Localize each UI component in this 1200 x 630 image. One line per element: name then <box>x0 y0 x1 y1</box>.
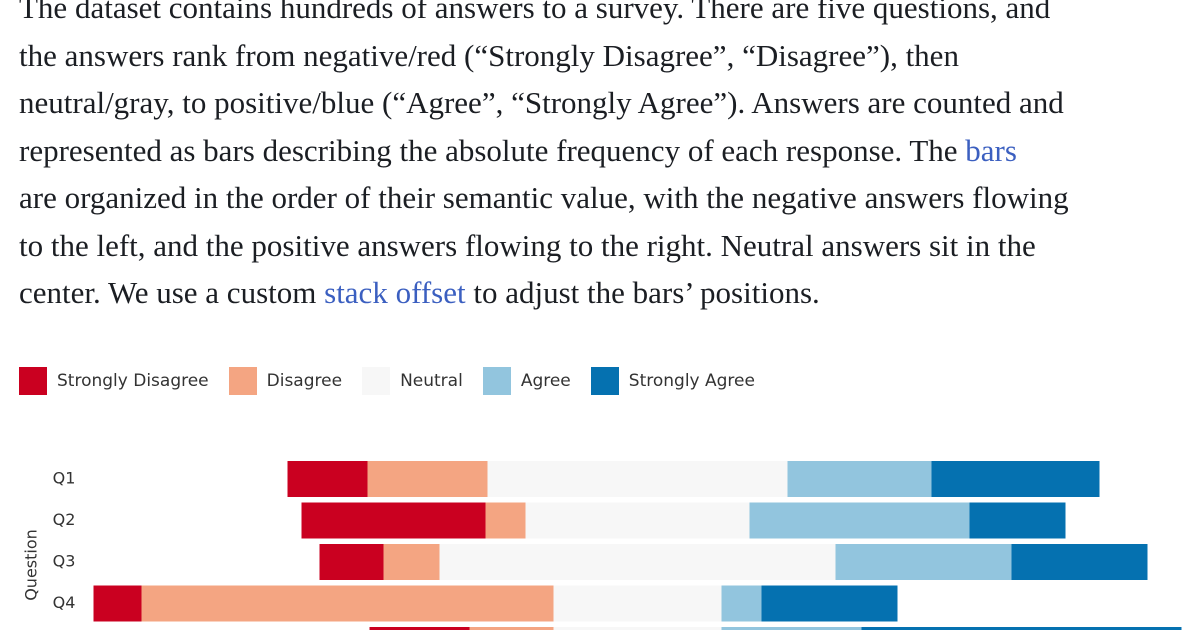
bar-segment <box>93 585 142 622</box>
legend-label: Agree <box>520 371 571 391</box>
text: represented as bars describing the absol… <box>19 132 966 168</box>
legend-label: Strongly Disagree <box>57 371 209 391</box>
bar-segment <box>301 502 486 539</box>
bar-segment <box>861 627 1182 630</box>
bar-segment <box>141 585 554 622</box>
bar-segment <box>969 502 1066 539</box>
text-line: neutral/gray, to positive/blue (“Agree”,… <box>19 79 1200 127</box>
bar-segment <box>319 544 384 580</box>
bar-segment <box>287 461 368 497</box>
link[interactable]: bars <box>965 132 1017 168</box>
text: are organized in the order of their sema… <box>19 180 1069 215</box>
legend-item: Neutral <box>362 367 463 395</box>
legend-item: Strongly Disagree <box>19 367 209 395</box>
legend-swatch <box>362 367 391 395</box>
bar-segment <box>749 502 970 539</box>
legend-label: Disagree <box>266 371 343 391</box>
bar-segment <box>525 502 750 539</box>
text: center. We use a custom <box>19 275 325 310</box>
bar-segment <box>761 585 898 622</box>
bar-segment <box>721 627 862 630</box>
text-line: represented as bars describing the absol… <box>19 127 1200 175</box>
bar-segment <box>553 585 722 622</box>
bar-segment <box>469 627 554 630</box>
bar-segment <box>487 461 788 497</box>
text-line: The dataset contains hundreds of answers… <box>19 0 1200 32</box>
text: to the left, and the positive answers fl… <box>19 227 1036 263</box>
legend-item: Strongly Agree <box>590 367 755 395</box>
y-tick-label: Q4 <box>53 593 76 612</box>
bar-segment <box>721 585 762 622</box>
link[interactable]: stack offset <box>324 275 466 310</box>
paragraph: The dataset contains hundreds of answers… <box>19 0 1200 317</box>
legend-label: Strongly Agree <box>628 371 755 391</box>
bar-segment <box>787 461 932 497</box>
legend-label: Neutral <box>400 371 463 391</box>
bar-segment <box>485 502 526 539</box>
legend-swatch <box>590 367 619 395</box>
legend-item: Agree <box>482 367 571 395</box>
chart: Question Q1 Q2 Q3 Q4 <box>22 461 1182 630</box>
legend-swatch <box>228 367 257 395</box>
text: the answers rank from negative/red (“Str… <box>19 37 959 73</box>
legend-swatch <box>19 367 47 395</box>
text-line: are organized in the order of their sema… <box>19 174 1200 222</box>
bar-segment <box>383 544 440 580</box>
bar-segment <box>835 544 1012 580</box>
y-axis-label: Question <box>22 529 41 601</box>
bar-segment <box>553 627 722 630</box>
y-tick-label: Q3 <box>53 552 76 571</box>
text-line: center. We use a custom stack offset to … <box>19 269 1200 317</box>
y-tick-label: Q2 <box>53 510 76 529</box>
text-line: the answers rank from negative/red (“Str… <box>19 32 1200 80</box>
legend-item: Disagree <box>228 367 343 395</box>
bar-segment <box>369 627 470 630</box>
text-line: to the left, and the positive answers fl… <box>19 222 1200 270</box>
text: neutral/gray, to positive/blue (“Agree”,… <box>19 85 1064 120</box>
y-tick-label: Q1 <box>53 469 76 488</box>
text: The dataset contains hundreds of answers… <box>19 0 1051 25</box>
bar-segment <box>1011 544 1148 580</box>
legend-swatch <box>482 367 511 395</box>
text: to adjust the bars’ positions. <box>465 275 820 310</box>
bar-segment <box>931 461 1100 497</box>
bar-segment <box>439 544 836 580</box>
legend: Strongly Disagree Disagree Neutral Agree Str… <box>19 367 775 395</box>
bar-segment <box>367 461 488 497</box>
